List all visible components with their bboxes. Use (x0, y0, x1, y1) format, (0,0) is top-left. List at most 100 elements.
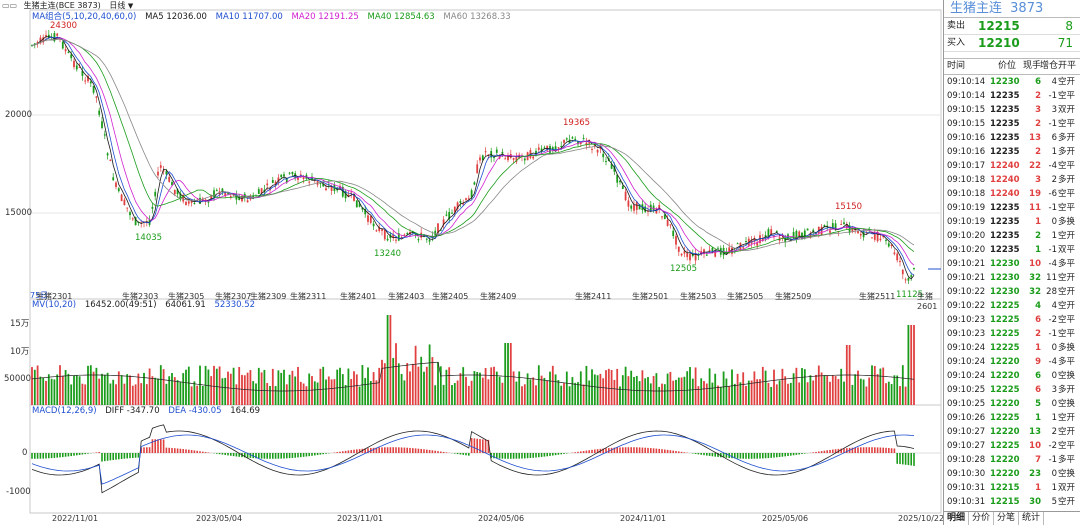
candle-body (272, 180, 274, 183)
annotation-low-14035: 14035 (135, 233, 162, 243)
candle-body (742, 247, 744, 248)
macd-histogram-bar (821, 451, 823, 453)
tick-price: 12220 (990, 425, 1016, 439)
tab-statistics[interactable]: 统计 (1019, 512, 1044, 525)
macd-histogram-bar (227, 453, 229, 455)
macd-legend-diff: DIFF -347.70 (105, 406, 159, 416)
volume-bar (373, 372, 375, 405)
macd-histogram-bar (381, 447, 383, 453)
sell-quote-row[interactable]: 卖出 12215 8 (944, 18, 1080, 35)
tab-detail[interactable]: 明细 (944, 512, 969, 525)
macd-pane-frame (30, 405, 941, 513)
volume-bar (854, 374, 856, 405)
tick-qty: 6 (1019, 313, 1041, 327)
toolbar-symbol[interactable]: 生猪主连(BCE 3873) (24, 1, 101, 10)
tick-qty: 10 (1019, 439, 1041, 453)
volume-bar (765, 371, 767, 405)
macd-histogram-bar (412, 448, 414, 453)
volume-bar (266, 383, 268, 405)
volume-bar (882, 368, 884, 405)
macd-histogram-bar (437, 451, 439, 453)
volume-bar (866, 387, 868, 405)
macd-histogram-bar (759, 453, 761, 459)
macd-histogram-bar (745, 453, 747, 459)
tick-oi: 2 (1042, 173, 1057, 187)
macd-histogram-bar (353, 450, 355, 453)
volume-bar (42, 378, 44, 405)
macd-histogram-bar (65, 453, 67, 457)
volume-legend-name: MV(10,20) (32, 300, 76, 310)
volume-bar (96, 368, 98, 405)
volume-bar (681, 377, 683, 405)
macd-histogram-bar (280, 453, 282, 459)
chevron-down-icon[interactable]: ▼ (128, 2, 133, 10)
macd-histogram-bar (440, 452, 442, 453)
tick-time: 09:10:26 (947, 411, 985, 425)
volume-bar (443, 385, 445, 405)
tick-type: 空平 (1058, 89, 1075, 103)
volume-bar (639, 381, 641, 405)
volume-bar (787, 384, 789, 405)
candle-body (247, 200, 249, 202)
window-controls-icon[interactable]: ▭▭ (2, 1, 17, 10)
candle-body (418, 239, 420, 240)
chart-area[interactable]: ▭▭ 生猪主连(BCE 3873) 日线 ▼ MA组合(5,10,20,40,6… (0, 0, 942, 525)
buy-quote-row[interactable]: 买入 12210 71 (944, 35, 1080, 52)
candle-body (768, 229, 770, 236)
tick-qty: 1 (1019, 243, 1041, 257)
volume-bar (149, 368, 151, 405)
volume-bar (569, 386, 571, 405)
candle-body (367, 215, 369, 221)
macd-histogram-bar (272, 453, 274, 459)
annotation-low-12505: 12505 (670, 264, 697, 274)
chart-svg[interactable] (0, 0, 942, 525)
tick-oi: -1 (1042, 243, 1057, 257)
volume-bar (406, 363, 408, 405)
volume-bar (34, 370, 36, 405)
volume-bar (328, 376, 330, 405)
toolbar-period[interactable]: 日线 (109, 1, 125, 10)
ma-legend: MA组合(5,10,20,40,60,0) MA5 12036.00 MA10 … (32, 10, 517, 22)
macd-histogram-bar (751, 453, 753, 459)
tick-qty: 6 (1019, 75, 1041, 89)
macd-histogram-bar (306, 453, 308, 457)
tab-price-distribution[interactable]: 分价 (969, 512, 994, 525)
macd-histogram-bar (163, 439, 165, 453)
tab-ticks[interactable]: 分笔 (994, 512, 1019, 525)
macd-histogram-bar (443, 452, 445, 453)
tick-qty: 30 (1019, 495, 1041, 509)
volume-bar (90, 365, 92, 405)
